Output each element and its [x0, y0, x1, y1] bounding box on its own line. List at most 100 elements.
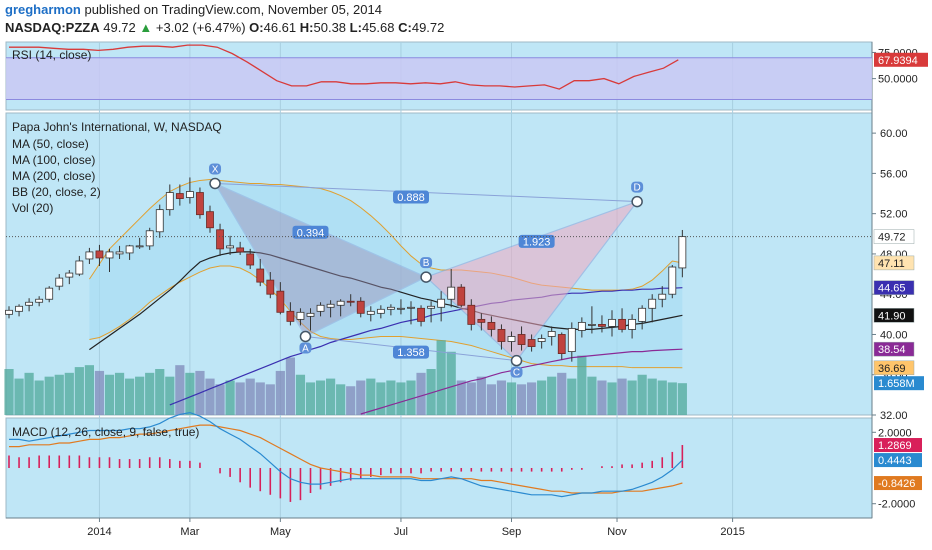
candle-body	[608, 318, 616, 327]
candle-body	[577, 321, 586, 331]
price-change: +3.02 (+6.47%)	[155, 20, 246, 35]
pattern-point-c[interactable]	[510, 354, 523, 367]
pattern-point-b[interactable]	[420, 271, 432, 283]
candle-body	[55, 277, 64, 287]
time-axis-label: Nov	[607, 526, 627, 538]
symbol: NASDAQ:PZZA	[5, 20, 100, 35]
candle-body	[457, 286, 466, 306]
candle-body	[316, 304, 325, 312]
volume-bar	[305, 382, 316, 415]
price-tag-label: 36.69	[878, 363, 906, 375]
price-tick-label: 32.00	[880, 410, 908, 422]
candle-body	[165, 192, 174, 211]
time-axis-label: 2015	[720, 526, 744, 538]
candle-body	[407, 306, 415, 309]
candle-body	[65, 272, 74, 278]
pattern-point-d[interactable]	[631, 195, 643, 208]
volume-bar	[446, 351, 456, 415]
rsi-line	[9, 44, 679, 90]
indicator-legend-item: MA (50, close)	[12, 137, 89, 151]
volume-bar	[4, 369, 14, 415]
volume-bar	[567, 378, 577, 415]
change-arrow-icon: ▲	[139, 20, 153, 35]
volume-bar	[54, 374, 64, 415]
pattern-label-b: B	[423, 258, 430, 269]
volume-bar	[597, 380, 607, 415]
candle-body	[226, 245, 235, 249]
volume-bar	[376, 382, 386, 415]
candle-body	[326, 303, 335, 308]
price-tick-label: 40.00	[880, 329, 908, 341]
volume-bar	[476, 376, 486, 415]
candle-body	[125, 245, 134, 254]
indicator-legend-item: Vol (20)	[12, 201, 53, 215]
candle-body	[15, 305, 23, 312]
pattern-point-x[interactable]	[209, 177, 221, 190]
volume-bar	[104, 374, 115, 415]
volume-bar	[235, 382, 245, 415]
macd-tag-label: 0.4443	[878, 455, 912, 467]
indicator-legend-item: MA (200, close)	[12, 169, 95, 183]
macd-tag-label: 1.2869	[878, 440, 912, 452]
price-tag	[873, 360, 915, 376]
candle-body	[497, 329, 506, 342]
candle-body	[547, 331, 556, 337]
high-label: H:	[299, 20, 314, 35]
candle-body	[588, 323, 596, 326]
volume-bar	[275, 370, 285, 415]
candle-body	[598, 323, 606, 327]
pattern-label-bg	[299, 342, 312, 354]
volume-bar	[285, 357, 295, 415]
ratio-label-bg	[292, 225, 329, 239]
candle-body	[487, 321, 496, 330]
rsi-title: RSI (14, close)	[12, 48, 91, 62]
volume-bar	[245, 378, 255, 415]
volume-bar	[265, 384, 275, 415]
volume-bar	[496, 380, 507, 415]
macd-title: MACD (12, 26, close, 9, false, true)	[12, 425, 199, 439]
volume-bar	[24, 372, 34, 415]
candle-body	[35, 298, 44, 303]
pattern-label-c: C	[513, 368, 520, 379]
last-price: 49.72	[103, 20, 136, 35]
candle-body	[638, 307, 647, 322]
candle-body	[618, 318, 626, 330]
bollinger-upper	[88, 178, 683, 291]
macd-tag-label: -0.8426	[878, 478, 915, 490]
time-axis-label: May	[270, 526, 291, 538]
time-axis-label: 2014	[87, 526, 111, 538]
price-tag-label: 47.11	[878, 258, 905, 270]
volume-bar	[225, 380, 235, 415]
candle-body	[517, 334, 526, 345]
volume-bar	[647, 378, 657, 415]
candle-body	[256, 268, 265, 283]
indicator-legend-item: MA (100, close)	[12, 153, 95, 167]
candle-body	[366, 310, 375, 315]
macd-line	[9, 411, 683, 498]
volume-bar	[386, 380, 396, 415]
candle-body	[145, 230, 154, 247]
candle-body	[397, 307, 405, 310]
volume-bar	[326, 378, 336, 415]
volume-bar	[175, 365, 185, 415]
volume-bar	[456, 380, 466, 415]
author-link[interactable]: gregharmon	[5, 2, 81, 17]
close-value: 49.72	[411, 20, 445, 35]
volume-bar	[165, 376, 175, 415]
candle-body	[306, 312, 315, 317]
candle-body	[246, 253, 255, 266]
pattern-label-x: X	[212, 164, 219, 175]
price-tag	[873, 280, 915, 295]
volume-bar	[466, 382, 476, 415]
price-tag	[873, 229, 915, 244]
volume-bar	[14, 378, 24, 415]
volume-bar	[657, 380, 667, 415]
price-tag	[873, 308, 915, 323]
macd-tag	[874, 476, 922, 491]
volume-bar	[527, 382, 537, 415]
pattern-point-a[interactable]	[299, 330, 312, 343]
candle-body	[45, 287, 54, 300]
high-value: 50.38	[313, 20, 347, 35]
